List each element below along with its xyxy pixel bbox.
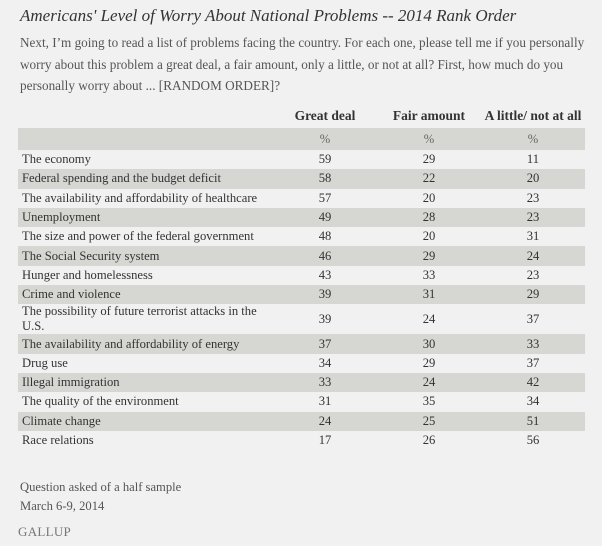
row-value: 29 bbox=[481, 285, 585, 305]
row-value: 22 bbox=[377, 169, 481, 189]
row-value: 51 bbox=[481, 411, 585, 431]
row-value: 37 bbox=[273, 334, 377, 354]
row-value: 20 bbox=[422, 229, 436, 244]
row-value: 39 bbox=[273, 285, 377, 305]
row-value: 24 bbox=[422, 311, 436, 326]
row-value: 58 bbox=[273, 169, 377, 189]
table-row: The size and power of the federal govern… bbox=[18, 227, 585, 246]
row-label: Illegal immigration bbox=[18, 372, 273, 393]
row-value: 23 bbox=[481, 207, 585, 228]
table-title: Americans' Level of Worry About National… bbox=[20, 6, 517, 25]
row-value: 33 bbox=[273, 372, 377, 393]
results-table: Great deal Fair amount A little/ not at … bbox=[18, 108, 585, 450]
header-great-deal: Great deal bbox=[294, 108, 356, 123]
row-value: 11 bbox=[526, 152, 540, 167]
row-label: Unemployment bbox=[18, 207, 273, 228]
row-label: Hunger and homelessness bbox=[22, 267, 153, 282]
row-value: 57 bbox=[318, 190, 332, 205]
row-value: 56 bbox=[526, 433, 540, 447]
row-value: 34 bbox=[526, 394, 540, 409]
unit-row: % % % bbox=[18, 128, 585, 150]
header-little-not-at-all: A little/ not at all bbox=[484, 108, 582, 123]
row-value: 20 bbox=[422, 190, 436, 205]
table-row: The possibility of future terrorist atta… bbox=[18, 304, 585, 334]
row-value: 31 bbox=[318, 394, 332, 409]
row-value: 37 bbox=[526, 311, 540, 326]
row-value: 46 bbox=[273, 246, 377, 266]
row-label: Race relations bbox=[22, 433, 94, 447]
table-row: The availability and affordability of he… bbox=[18, 189, 585, 208]
footer-date: March 6-9, 2014 bbox=[20, 499, 105, 513]
row-value: 24 bbox=[273, 411, 377, 431]
row-value: 29 bbox=[377, 246, 481, 266]
row-value: 33 bbox=[422, 267, 436, 282]
table-row: Drug use 34 29 37 bbox=[18, 354, 585, 373]
table-row: The economy 59 29 11 bbox=[18, 150, 585, 169]
row-label: The size and power of the federal govern… bbox=[22, 229, 254, 244]
table-row: Unemployment 49 28 23 bbox=[18, 207, 585, 228]
row-value: 26 bbox=[422, 433, 436, 447]
row-value: 35 bbox=[422, 394, 436, 409]
row-value: 59 bbox=[318, 152, 332, 167]
row-label: The possibility of future terrorist atta… bbox=[22, 304, 257, 334]
unit-cell: % bbox=[273, 128, 377, 150]
row-value: 31 bbox=[526, 229, 540, 244]
row-label: Federal spending and the budget deficit bbox=[18, 169, 273, 189]
row-label: Drug use bbox=[22, 355, 68, 370]
row-value: 39 bbox=[318, 311, 332, 326]
row-value: 28 bbox=[377, 207, 481, 228]
row-value: 24 bbox=[481, 246, 585, 266]
row-value: 48 bbox=[318, 229, 332, 244]
row-label: The availability and affordability of he… bbox=[22, 190, 258, 205]
row-label: The Social Security system bbox=[18, 246, 273, 266]
row-value: 25 bbox=[377, 411, 481, 431]
row-value: 43 bbox=[318, 267, 332, 282]
row-value: 29 bbox=[422, 152, 436, 167]
header-fair-amount: Fair amount bbox=[392, 108, 466, 123]
row-value: 37 bbox=[526, 355, 540, 370]
row-value: 23 bbox=[526, 267, 540, 282]
row-value: 33 bbox=[481, 334, 585, 354]
row-label: The availability and affordability of en… bbox=[18, 334, 273, 354]
row-value: 49 bbox=[273, 207, 377, 228]
footer-note: Question asked of a half sample bbox=[20, 480, 182, 494]
question-text: Next, I’m going to read a list of proble… bbox=[20, 35, 585, 93]
header-blank bbox=[18, 108, 273, 128]
table-row: Federal spending and the budget deficit 5… bbox=[18, 169, 585, 189]
row-value: 23 bbox=[526, 190, 540, 205]
table-row: Crime and violence 39 31 29 bbox=[18, 285, 585, 305]
row-label: Crime and violence bbox=[18, 285, 273, 305]
footer: Question asked of a half sample March 6-… bbox=[20, 478, 181, 516]
table-row: Illegal immigration 33 24 42 bbox=[18, 372, 585, 393]
row-value: 20 bbox=[481, 169, 585, 189]
table-row: The Social Security system 46 29 24 bbox=[18, 246, 585, 266]
gallup-logo: GALLUP bbox=[18, 524, 72, 539]
row-value: 31 bbox=[377, 285, 481, 305]
row-value: 30 bbox=[377, 334, 481, 354]
table-row: Hunger and homelessness 43 33 23 bbox=[18, 266, 585, 285]
row-value: 29 bbox=[422, 355, 436, 370]
header-row: Great deal Fair amount A little/ not at … bbox=[18, 108, 585, 128]
row-value: 42 bbox=[481, 372, 585, 393]
unit-cell: % bbox=[481, 128, 585, 150]
table-row: Climate change 24 25 51 bbox=[18, 411, 585, 431]
row-label: Climate change bbox=[18, 411, 273, 431]
row-label: The quality of the environment bbox=[22, 394, 179, 409]
row-value: 24 bbox=[377, 372, 481, 393]
table-row: The quality of the environment 31 35 34 bbox=[18, 392, 585, 411]
table-row: Race relations 17 26 56 bbox=[18, 431, 585, 450]
row-label: The economy bbox=[22, 152, 91, 167]
row-value: 34 bbox=[318, 355, 332, 370]
unit-cell: % bbox=[377, 128, 481, 150]
table-row: The availability and affordability of en… bbox=[18, 334, 585, 354]
unit-blank bbox=[18, 128, 273, 150]
row-value: 17 bbox=[318, 433, 332, 447]
